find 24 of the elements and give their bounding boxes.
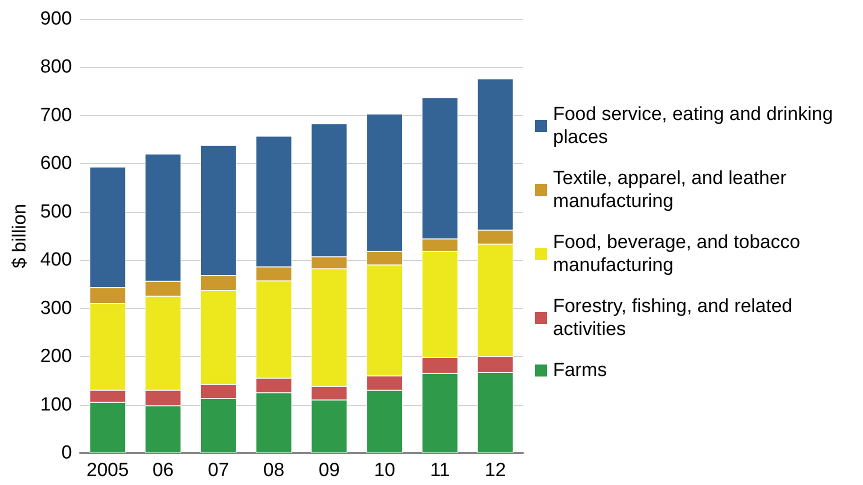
x-tick-label: 09	[318, 460, 340, 481]
y-tick-label: 700	[40, 104, 72, 126]
legend-label: Farms	[553, 360, 607, 381]
y-tick-label: 200	[40, 346, 72, 368]
y-tick-label: 400	[40, 250, 72, 271]
x-tick-label: 11	[430, 460, 450, 481]
y-tick-label: 900	[40, 8, 72, 30]
legend-label: Forestry, fishing, and related activities	[553, 296, 798, 340]
y-tick-label: 600	[40, 153, 72, 174]
x-tick-label: 2005	[86, 460, 129, 481]
legend-label: Food service, eating and drinking places	[553, 104, 838, 148]
x-tick-label: 07	[208, 460, 230, 481]
x-tick-label: 10	[374, 460, 396, 481]
y-tick-label: 500	[40, 201, 72, 222]
y-axis-title: $ billion	[9, 204, 30, 268]
legend-label: Textile, apparel, and leather manufacturing	[553, 168, 792, 212]
y-tick-label: 300	[40, 298, 72, 319]
y-tick-label: 100	[40, 394, 72, 416]
y-tick-label: 0	[61, 442, 72, 464]
x-tick-label: 12	[484, 460, 506, 481]
x-tick-label: 06	[152, 460, 174, 481]
y-tick-label: 800	[40, 56, 72, 78]
legend-label: Food, beverage, and tobacco manufacturing	[553, 232, 806, 276]
x-tick-label: 08	[263, 460, 284, 481]
